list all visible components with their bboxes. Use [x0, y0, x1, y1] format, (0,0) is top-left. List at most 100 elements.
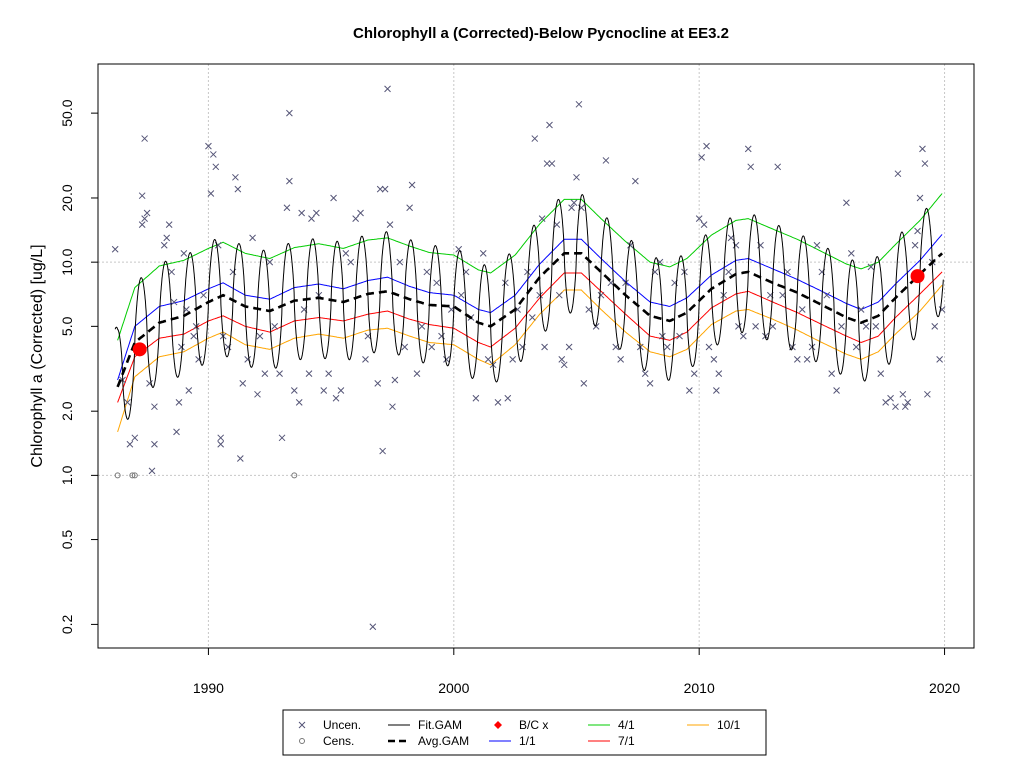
uncensored-point	[803, 356, 811, 363]
data-points	[111, 85, 946, 631]
uncensored-point	[882, 399, 890, 406]
uncensored-point	[779, 291, 786, 299]
legend: Uncen. Cens. Fit.GAM Avg.GAM B/C x 1/1 4/1 7/1 1…	[282, 709, 767, 756]
uncensored-point	[236, 455, 244, 462]
uncensored-point	[793, 356, 801, 363]
bc-points	[132, 269, 925, 357]
uncensored-point	[401, 343, 409, 351]
uncensored-point	[276, 370, 283, 377]
uncensored-point	[676, 332, 683, 340]
uncensored-point	[192, 322, 200, 330]
uncensored-point	[936, 356, 944, 363]
legend-box	[282, 709, 767, 756]
censored-point	[131, 472, 138, 479]
uncensored-point	[632, 177, 639, 185]
uncensored-point	[234, 185, 242, 193]
uncensored-point	[698, 154, 705, 161]
x-tick-label: 2020	[929, 680, 960, 696]
uncensored-point	[406, 204, 413, 212]
uncensored-point	[423, 268, 431, 276]
uncensored-point	[847, 249, 855, 257]
uncensored-point	[320, 387, 328, 394]
uncensored-point	[580, 380, 588, 387]
x-tick-label: 2000	[438, 680, 469, 696]
uncensored-point	[857, 306, 865, 313]
uncensored-point	[209, 151, 217, 158]
uncensored-point	[695, 215, 703, 222]
uncensored-point	[531, 135, 539, 142]
uncensored-point	[901, 403, 909, 411]
uncensored-point	[872, 322, 880, 330]
legend-label: 7/1	[618, 734, 635, 748]
uncensored-point	[808, 343, 816, 351]
bc-point	[910, 269, 925, 284]
uncensored-point	[180, 249, 188, 257]
uncensored-point	[141, 135, 148, 142]
uncensored-point	[558, 356, 566, 363]
uncensored-point	[823, 291, 831, 299]
y-axis: 0.2 0.5 1.0 2.0 5.0 10.0 20.0 50.0	[59, 99, 99, 634]
uncensored-point	[727, 234, 735, 242]
curve-jul1	[117, 271, 943, 403]
y-tick-label: 10.0	[59, 248, 75, 275]
uncensored-point	[617, 356, 625, 363]
uncensored-point	[239, 380, 247, 387]
uncensored-point	[843, 199, 850, 207]
uncensored-point	[541, 343, 548, 351]
uncensored-point	[924, 390, 931, 398]
uncensored-point	[381, 185, 389, 193]
uncensored-point	[899, 390, 907, 398]
uncensored-point	[828, 370, 836, 377]
chart-title: Chlorophyll a (Corrected)-Below Pycnocli…	[353, 25, 729, 42]
y-tick-label: 0.5	[59, 530, 75, 550]
uncensored-point	[330, 194, 337, 202]
uncensored-point	[428, 343, 436, 351]
uncensored-point	[175, 399, 183, 406]
uncensored-point	[710, 356, 718, 363]
uncensored-point	[217, 434, 225, 442]
uncensored-point	[570, 199, 578, 207]
x-tick-label: 2010	[684, 680, 715, 696]
uncensored-point	[190, 332, 198, 340]
uncensored-point	[700, 221, 708, 228]
quantile-curves	[117, 193, 943, 433]
legend-label: Uncen.	[323, 718, 361, 732]
uncensored-point	[386, 221, 394, 228]
y-tick-label: 50.0	[59, 99, 75, 126]
uncensored-point	[686, 387, 693, 394]
fit-gam-line	[114, 194, 944, 420]
uncensored-point	[528, 314, 536, 321]
legend-label: Avg.GAM	[418, 734, 469, 748]
uncensored-point	[200, 291, 207, 299]
plot-frame	[97, 63, 975, 649]
uncensored-point	[305, 370, 313, 377]
uncensored-point	[151, 403, 158, 411]
uncensored-point	[126, 440, 134, 448]
uncensored-point	[703, 142, 710, 150]
y-tick-label: 1.0	[59, 465, 75, 485]
uncensored-point	[178, 343, 185, 351]
uncensored-point	[833, 387, 840, 394]
uncensored-point	[396, 258, 404, 266]
uncensored-point	[838, 322, 845, 330]
uncensored-point	[852, 343, 860, 351]
uncensored-point	[138, 192, 146, 200]
uncensored-point	[173, 428, 180, 436]
uncensored-point	[573, 173, 580, 181]
uncensored-point	[148, 467, 156, 475]
uncensored-point	[256, 332, 264, 340]
uncensored-point	[914, 227, 921, 235]
uncensored-point	[555, 291, 563, 299]
uncensored-point	[347, 258, 355, 266]
uncensored-point	[877, 370, 885, 377]
uncensored-point	[124, 399, 131, 406]
uncensored-point	[207, 190, 215, 197]
x-tick-label: 1990	[193, 680, 224, 696]
uncensored-point	[232, 173, 239, 181]
uncensored-point	[784, 268, 791, 276]
uncensored-point	[212, 163, 220, 171]
uncensored-point	[376, 185, 384, 193]
uncensored-point	[362, 356, 369, 363]
uncensored-point	[712, 387, 720, 394]
uncensored-point	[916, 194, 924, 202]
